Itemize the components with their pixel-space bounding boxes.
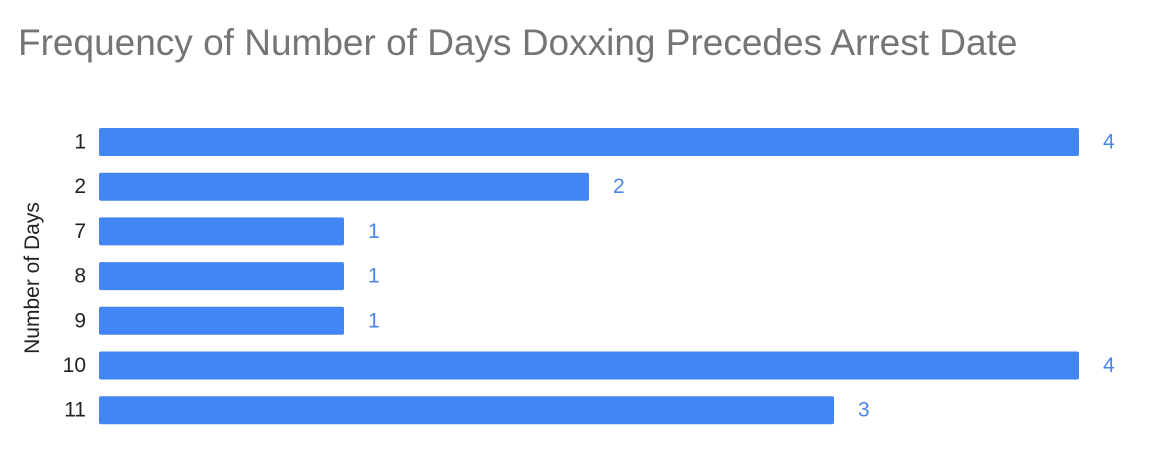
data-label-2: 2 xyxy=(613,175,625,198)
bar-8 xyxy=(99,262,344,291)
bar-1 xyxy=(99,128,1079,156)
bars-group xyxy=(99,128,1079,425)
category-ticks-group: 1 2 7 8 9 10 11 xyxy=(63,131,86,422)
bar-2 xyxy=(99,172,589,201)
bar-11 xyxy=(99,396,834,425)
category-tick-2: 2 xyxy=(74,175,86,198)
data-labels-group: 4 2 1 1 1 4 3 xyxy=(368,131,1115,422)
bar-7 xyxy=(99,217,344,246)
bar-9 xyxy=(99,306,344,335)
category-tick-8: 8 xyxy=(74,265,86,288)
data-label-1: 4 xyxy=(1103,131,1115,154)
category-tick-11: 11 xyxy=(64,399,86,422)
category-tick-10: 10 xyxy=(63,354,86,377)
data-label-8: 1 xyxy=(368,265,380,288)
category-tick-1: 1 xyxy=(74,131,86,154)
category-tick-9: 9 xyxy=(74,309,86,332)
category-tick-7: 7 xyxy=(74,220,86,243)
bar-10 xyxy=(99,351,1079,380)
data-label-7: 1 xyxy=(368,220,380,243)
chart-title: Frequency of Number of Days Doxxing Prec… xyxy=(18,22,1018,63)
data-label-9: 1 xyxy=(368,309,380,332)
y-axis-label: Number of Days xyxy=(21,202,44,354)
data-label-10: 4 xyxy=(1103,354,1115,377)
data-label-11: 3 xyxy=(858,399,870,422)
